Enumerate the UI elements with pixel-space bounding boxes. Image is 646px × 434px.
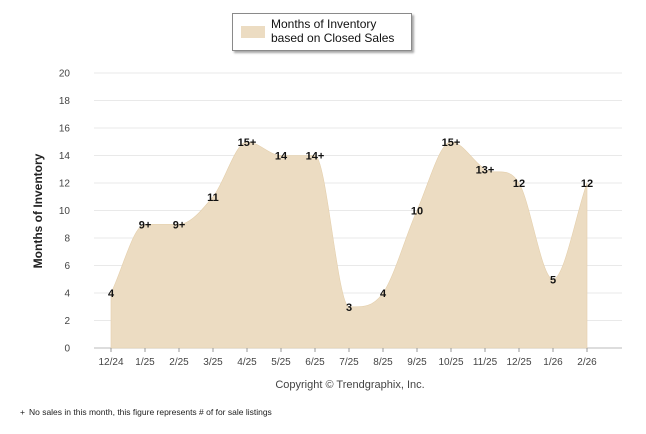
y-tick-label: 10 <box>59 206 71 217</box>
x-tick-label: 8/25 <box>373 357 393 368</box>
data-label: 9+ <box>139 219 152 231</box>
y-tick-label: 18 <box>59 96 71 107</box>
x-tick-label: 4/25 <box>237 357 257 368</box>
data-label: 15+ <box>442 137 461 149</box>
footnote-symbol: + <box>20 407 25 417</box>
x-tick-label: 12/25 <box>506 357 531 368</box>
y-tick-label: 2 <box>64 316 70 327</box>
data-labels: 4 9+ 9+ 11 15+ 14 14+ 3 4 10 15+ 13+ 12 5 12 <box>108 137 593 314</box>
x-tick-label: 5/25 <box>271 357 291 368</box>
y-tick-label: 8 <box>64 234 70 245</box>
data-label: 13+ <box>476 164 495 176</box>
area-fill <box>110 141 588 349</box>
x-tick-label: 12/24 <box>98 357 123 368</box>
x-tick-label: 6/25 <box>305 357 325 368</box>
data-label: 15+ <box>238 137 257 149</box>
x-tick-label: 11/25 <box>473 357 498 368</box>
y-tick-label: 16 <box>59 124 71 135</box>
y-tick-label: 12 <box>59 179 71 190</box>
data-label: 12 <box>513 178 525 190</box>
x-tick-label: 1/25 <box>135 357 155 368</box>
x-tick-label: 1/26 <box>543 357 563 368</box>
x-tick-label: 2/25 <box>169 357 189 368</box>
y-tick-label: 4 <box>64 289 70 300</box>
axes: 0 2 4 6 8 10 12 14 16 18 20 12/24 1/25 2/25 3/25 4/25 5/… <box>59 69 597 369</box>
x-tick-label: 7/25 <box>339 357 359 368</box>
x-tick-label: 9/25 <box>407 357 427 368</box>
y-axis-title: Months of Inventory <box>31 153 45 268</box>
data-label: 5 <box>550 274 556 286</box>
data-label: 11 <box>207 192 219 204</box>
data-label: 14 <box>275 151 288 163</box>
y-tick-label: 20 <box>59 69 71 80</box>
data-label: 4 <box>380 288 387 300</box>
legend-label: Months of Inventory based on Closed Sale… <box>271 17 395 45</box>
data-label: 3 <box>346 302 352 314</box>
data-label: 10 <box>411 206 423 218</box>
data-label: 4 <box>108 288 115 300</box>
x-tick-label: 2/26 <box>577 357 597 368</box>
data-label: 9+ <box>173 219 186 231</box>
legend-swatch <box>241 26 265 38</box>
footnote-text: No sales in this month, this figure repr… <box>28 407 272 417</box>
y-tick-label: 6 <box>64 261 70 272</box>
footnote: + No sales in this month, this figure rep… <box>20 407 272 417</box>
copyright-text: Copyright © Trendgraphix, Inc. <box>275 379 424 391</box>
legend: Months of Inventory based on Closed Sale… <box>232 13 412 51</box>
x-tick-label: 10/25 <box>438 357 463 368</box>
data-label: 14+ <box>306 151 325 163</box>
data-label: 12 <box>581 178 593 190</box>
y-tick-label: 14 <box>59 151 71 162</box>
area-series <box>110 141 588 349</box>
y-tick-label: 0 <box>64 344 70 355</box>
x-tick-label: 3/25 <box>203 357 223 368</box>
